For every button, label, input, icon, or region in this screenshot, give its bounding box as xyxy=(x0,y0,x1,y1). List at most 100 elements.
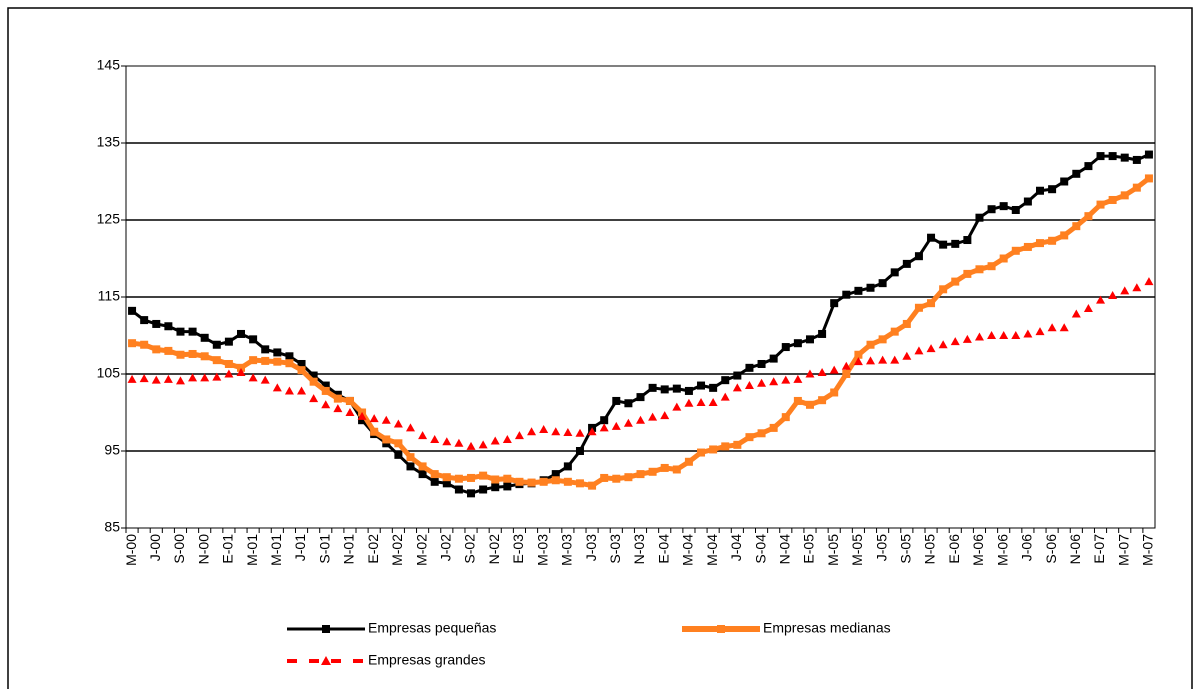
marker xyxy=(575,447,584,455)
marker xyxy=(442,479,451,488)
marker xyxy=(975,265,984,274)
x-tick-label: M-06 xyxy=(994,534,1010,566)
marker xyxy=(902,351,912,360)
x-tick-label: N-01 xyxy=(341,534,357,565)
marker xyxy=(1023,329,1033,338)
marker xyxy=(285,359,294,368)
marker xyxy=(212,340,221,349)
marker xyxy=(757,359,766,368)
marker xyxy=(237,363,246,372)
marker xyxy=(128,306,137,315)
marker xyxy=(781,343,790,352)
marker xyxy=(684,398,694,407)
marker xyxy=(672,402,682,411)
marker xyxy=(600,473,609,482)
x-tick-label: M-05 xyxy=(825,534,841,566)
marker xyxy=(866,340,875,349)
marker xyxy=(830,299,839,308)
marker xyxy=(261,356,270,365)
marker xyxy=(1059,323,1069,332)
marker xyxy=(1120,191,1129,200)
marker xyxy=(745,433,754,442)
x-tick-label: M-00 xyxy=(123,534,139,566)
marker xyxy=(381,415,391,424)
marker xyxy=(636,393,645,402)
marker xyxy=(684,457,693,466)
marker xyxy=(975,213,984,222)
marker xyxy=(249,335,258,344)
marker xyxy=(987,331,997,339)
marker xyxy=(914,303,923,312)
marker xyxy=(467,489,476,498)
marker xyxy=(793,396,802,405)
marker xyxy=(963,269,972,278)
marker xyxy=(140,340,149,349)
marker xyxy=(1108,195,1117,204)
marker xyxy=(454,438,464,447)
marker xyxy=(563,462,572,471)
marker xyxy=(733,440,742,449)
marker xyxy=(309,377,318,386)
marker xyxy=(551,427,561,436)
marker xyxy=(1048,236,1057,245)
marker xyxy=(321,386,330,395)
x-tick-label: N-05 xyxy=(922,534,938,565)
marker xyxy=(1023,242,1032,251)
marker xyxy=(890,268,899,277)
marker xyxy=(248,373,258,382)
x-tick-label: S-04 xyxy=(752,534,768,564)
marker xyxy=(309,394,319,403)
marker xyxy=(1144,150,1153,159)
marker xyxy=(237,329,246,338)
marker xyxy=(358,416,367,425)
marker xyxy=(575,479,584,488)
marker xyxy=(1132,183,1141,192)
legend-marker xyxy=(322,625,330,633)
marker xyxy=(999,254,1008,263)
marker xyxy=(467,473,476,482)
x-tick-label: E-03 xyxy=(510,534,526,564)
marker xyxy=(841,361,851,370)
y-tick-label: 115 xyxy=(98,288,121,304)
marker xyxy=(781,375,791,384)
marker xyxy=(527,427,537,436)
marker xyxy=(224,337,233,346)
marker xyxy=(636,470,645,479)
y-tick-label: 85 xyxy=(104,519,120,535)
marker xyxy=(1144,174,1153,183)
marker xyxy=(926,344,936,353)
marker xyxy=(514,431,524,440)
marker xyxy=(563,428,573,437)
marker xyxy=(333,394,342,403)
marker xyxy=(176,327,185,336)
marker xyxy=(769,354,778,363)
marker xyxy=(236,367,246,376)
marker xyxy=(394,439,403,448)
marker xyxy=(866,356,876,365)
x-tick-label: S-02 xyxy=(462,534,478,564)
marker xyxy=(454,474,463,483)
marker xyxy=(672,465,681,474)
marker xyxy=(418,462,427,471)
marker xyxy=(720,392,730,401)
marker xyxy=(382,435,391,444)
marker xyxy=(951,239,960,248)
x-tick-label: M-03 xyxy=(559,534,575,566)
marker xyxy=(430,477,439,486)
x-tick-label: M-03 xyxy=(534,534,550,566)
marker xyxy=(962,334,972,343)
marker xyxy=(1096,200,1105,209)
marker xyxy=(732,383,742,392)
marker xyxy=(660,463,669,472)
marker xyxy=(297,359,306,368)
marker xyxy=(600,416,609,425)
marker xyxy=(151,375,161,384)
marker xyxy=(200,373,210,382)
marker xyxy=(152,345,161,354)
marker xyxy=(261,345,270,354)
marker xyxy=(139,374,149,383)
marker xyxy=(830,388,839,397)
x-tick-label: M-06 xyxy=(970,534,986,566)
marker xyxy=(224,359,233,368)
marker xyxy=(418,431,428,440)
